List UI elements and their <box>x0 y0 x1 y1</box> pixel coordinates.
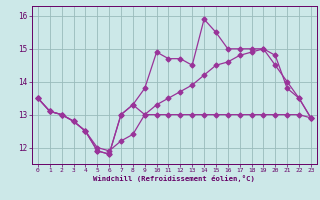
X-axis label: Windchill (Refroidissement éolien,°C): Windchill (Refroidissement éolien,°C) <box>93 175 255 182</box>
